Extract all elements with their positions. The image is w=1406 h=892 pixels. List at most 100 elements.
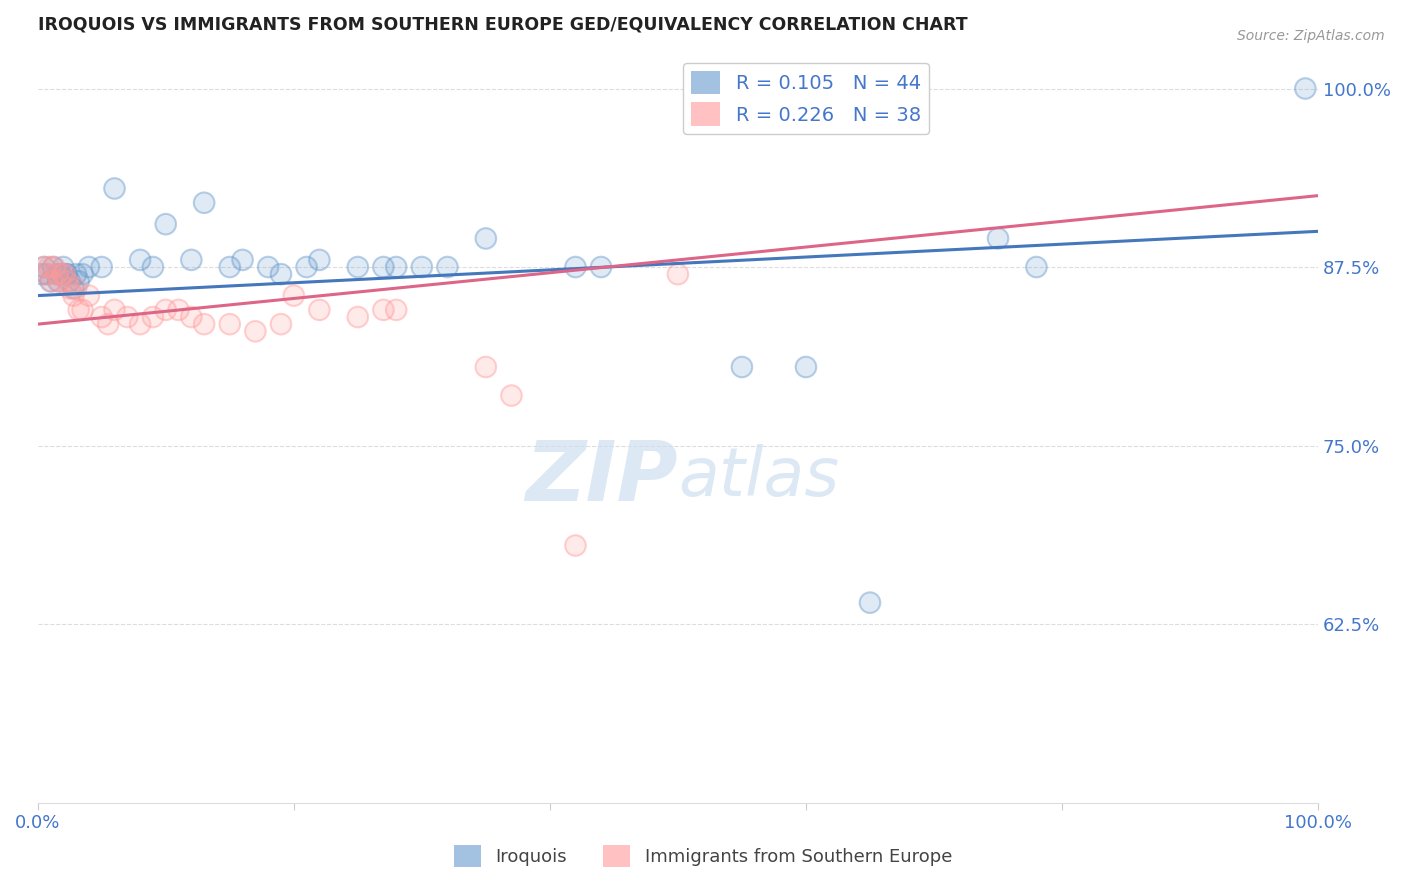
Point: [283, 288, 305, 302]
Point: [180, 310, 202, 324]
Point: [411, 260, 433, 274]
Point: [90, 260, 112, 274]
Point: [1025, 260, 1047, 274]
Point: [42, 260, 65, 274]
Point: [117, 310, 139, 324]
Point: [97, 317, 120, 331]
Point: [32, 260, 55, 274]
Point: [346, 260, 368, 274]
Point: [62, 288, 84, 302]
Point: [31, 267, 53, 281]
Point: [90, 260, 112, 274]
Point: [794, 359, 817, 374]
Point: [35, 267, 58, 281]
Point: [564, 539, 586, 553]
Point: [167, 302, 190, 317]
Point: [270, 267, 292, 281]
Point: [41, 274, 63, 288]
Point: [77, 260, 100, 274]
Point: [232, 252, 254, 267]
Point: [129, 317, 152, 331]
Point: [308, 302, 330, 317]
Point: [62, 288, 84, 302]
Point: [48, 274, 70, 288]
Point: [475, 231, 498, 245]
Point: [218, 260, 240, 274]
Point: [155, 217, 177, 231]
Point: [257, 260, 280, 274]
Point: [39, 274, 62, 288]
Point: [346, 310, 368, 324]
Point: [794, 359, 817, 374]
Point: [218, 260, 240, 274]
Point: [142, 310, 165, 324]
Point: [987, 231, 1010, 245]
Point: [270, 317, 292, 331]
Point: [731, 359, 754, 374]
Point: [218, 317, 240, 331]
Point: [501, 388, 523, 402]
Point: [55, 267, 77, 281]
Point: [77, 260, 100, 274]
Text: ZIP: ZIP: [526, 436, 678, 517]
Point: [564, 539, 586, 553]
Point: [103, 181, 125, 195]
Point: [59, 274, 82, 288]
Point: [39, 274, 62, 288]
Point: [142, 260, 165, 274]
Legend: R = 0.105   N = 44, R = 0.226   N = 38: R = 0.105 N = 44, R = 0.226 N = 38: [683, 63, 928, 134]
Point: [67, 274, 90, 288]
Point: [373, 260, 395, 274]
Point: [232, 252, 254, 267]
Point: [38, 260, 60, 274]
Point: [72, 302, 94, 317]
Point: [35, 267, 58, 281]
Point: [295, 260, 318, 274]
Text: atlas: atlas: [678, 444, 839, 510]
Point: [65, 267, 87, 281]
Point: [55, 267, 77, 281]
Point: [436, 260, 458, 274]
Point: [142, 260, 165, 274]
Point: [193, 195, 215, 210]
Point: [385, 302, 408, 317]
Point: [859, 596, 882, 610]
Point: [193, 195, 215, 210]
Point: [245, 324, 267, 338]
Point: [436, 260, 458, 274]
Point: [475, 231, 498, 245]
Point: [129, 252, 152, 267]
Point: [51, 267, 73, 281]
Point: [72, 302, 94, 317]
Point: [117, 310, 139, 324]
Point: [49, 267, 72, 281]
Point: [1294, 81, 1316, 95]
Point: [373, 260, 395, 274]
Point: [180, 252, 202, 267]
Point: [308, 302, 330, 317]
Point: [45, 267, 67, 281]
Point: [270, 267, 292, 281]
Point: [245, 324, 267, 338]
Point: [62, 281, 84, 295]
Point: [45, 267, 67, 281]
Point: [103, 302, 125, 317]
Point: [90, 310, 112, 324]
Point: [1025, 260, 1047, 274]
Point: [46, 274, 69, 288]
Point: [283, 288, 305, 302]
Point: [666, 267, 689, 281]
Point: [65, 281, 87, 295]
Point: [32, 260, 55, 274]
Point: [475, 359, 498, 374]
Point: [32, 260, 55, 274]
Point: [591, 260, 613, 274]
Point: [666, 267, 689, 281]
Point: [308, 252, 330, 267]
Point: [385, 260, 408, 274]
Legend: Iroquois, Immigrants from Southern Europe: Iroquois, Immigrants from Southern Europ…: [447, 838, 959, 874]
Point: [155, 302, 177, 317]
Point: [72, 267, 94, 281]
Point: [103, 181, 125, 195]
Point: [180, 310, 202, 324]
